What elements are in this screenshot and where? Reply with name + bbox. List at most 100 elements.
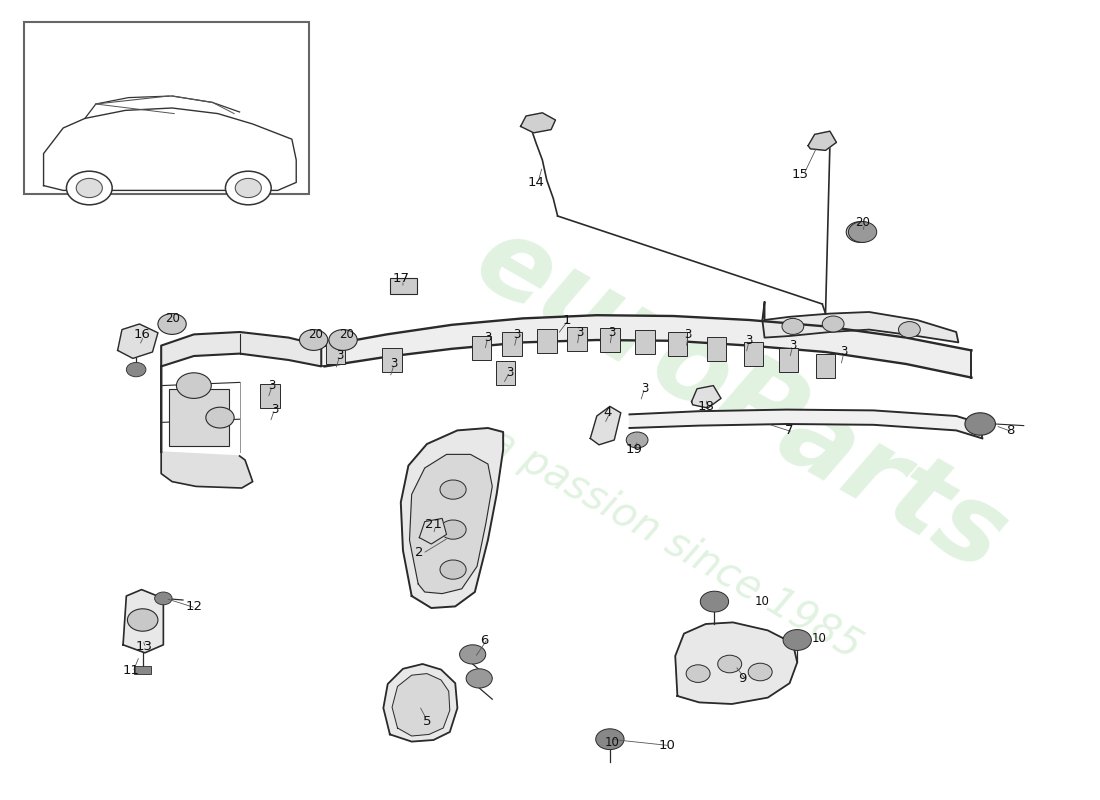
Text: 3: 3 [789, 339, 796, 352]
Text: 3: 3 [390, 358, 398, 370]
Circle shape [206, 407, 234, 428]
Text: 3: 3 [514, 328, 521, 341]
Bar [134, 666, 152, 674]
Circle shape [226, 171, 272, 205]
Circle shape [701, 591, 728, 612]
Polygon shape [629, 410, 982, 438]
Text: 19: 19 [626, 443, 642, 456]
Circle shape [626, 432, 648, 448]
Circle shape [440, 480, 466, 499]
Text: a passion since 1985: a passion since 1985 [482, 422, 868, 666]
Circle shape [440, 520, 466, 539]
Polygon shape [520, 113, 556, 133]
Bar [326, 340, 345, 364]
Text: 2: 2 [415, 546, 424, 558]
Bar [707, 337, 726, 361]
Bar [389, 278, 417, 294]
Polygon shape [44, 108, 296, 190]
Text: 3: 3 [268, 379, 276, 392]
Circle shape [686, 665, 711, 682]
Text: 15: 15 [792, 168, 808, 181]
Text: 9: 9 [738, 672, 747, 685]
Text: 18: 18 [697, 400, 714, 413]
Text: 20: 20 [308, 328, 323, 341]
Circle shape [158, 314, 186, 334]
Bar [383, 348, 402, 372]
Text: euroParts: euroParts [456, 206, 1024, 594]
Text: 21: 21 [425, 518, 442, 530]
Circle shape [783, 630, 812, 650]
Polygon shape [762, 302, 958, 342]
Bar [168, 389, 229, 446]
Text: 10: 10 [812, 632, 826, 645]
Text: 20: 20 [165, 312, 179, 325]
Text: 3: 3 [337, 350, 343, 362]
Circle shape [66, 171, 112, 205]
Circle shape [823, 316, 844, 332]
Text: 3: 3 [506, 366, 514, 378]
Circle shape [965, 413, 996, 435]
Circle shape [299, 330, 328, 350]
Polygon shape [675, 622, 798, 704]
Bar [537, 329, 557, 353]
Circle shape [126, 362, 146, 377]
Circle shape [176, 373, 211, 398]
Polygon shape [118, 324, 158, 358]
Bar [472, 336, 492, 360]
Text: 16: 16 [133, 328, 150, 341]
Polygon shape [591, 406, 620, 445]
Text: 1: 1 [562, 314, 571, 326]
Bar [502, 332, 521, 356]
Polygon shape [409, 454, 493, 594]
Text: 3: 3 [608, 326, 616, 338]
Text: 4: 4 [604, 406, 612, 418]
Polygon shape [692, 386, 720, 408]
Bar [495, 361, 515, 385]
Text: 10: 10 [658, 739, 675, 752]
Circle shape [782, 318, 804, 334]
Polygon shape [808, 131, 836, 150]
Circle shape [748, 663, 772, 681]
Text: 10: 10 [755, 595, 770, 608]
Circle shape [128, 609, 158, 631]
Text: 20: 20 [339, 328, 354, 341]
Text: 7: 7 [785, 424, 794, 437]
Text: 12: 12 [186, 600, 202, 613]
Text: 3: 3 [271, 403, 278, 416]
Circle shape [235, 178, 262, 198]
Text: 3: 3 [575, 326, 583, 338]
Text: 3: 3 [746, 334, 754, 346]
Polygon shape [162, 332, 321, 452]
Circle shape [466, 669, 493, 688]
Bar [24, 22, 309, 194]
Circle shape [899, 322, 921, 338]
Circle shape [329, 330, 358, 350]
Text: 17: 17 [393, 272, 409, 285]
Text: 13: 13 [135, 640, 152, 653]
Bar [261, 384, 279, 408]
Text: 5: 5 [422, 715, 431, 728]
Circle shape [596, 729, 624, 750]
Circle shape [155, 592, 172, 605]
Polygon shape [400, 428, 503, 608]
Bar [601, 328, 619, 352]
Polygon shape [162, 452, 253, 488]
Text: 14: 14 [527, 176, 544, 189]
Polygon shape [392, 674, 450, 736]
Bar [744, 342, 763, 366]
Text: 3: 3 [684, 328, 692, 341]
Bar [816, 354, 835, 378]
Circle shape [717, 655, 741, 673]
Text: 11: 11 [122, 664, 140, 677]
Text: 3: 3 [484, 331, 492, 344]
Text: 20: 20 [855, 216, 870, 229]
Polygon shape [123, 590, 164, 653]
Text: 3: 3 [840, 346, 848, 358]
Bar [635, 330, 654, 354]
Text: 6: 6 [481, 634, 488, 646]
Circle shape [846, 222, 874, 242]
Bar [779, 348, 799, 372]
Circle shape [76, 178, 102, 198]
Bar [568, 327, 587, 351]
Polygon shape [324, 315, 971, 378]
